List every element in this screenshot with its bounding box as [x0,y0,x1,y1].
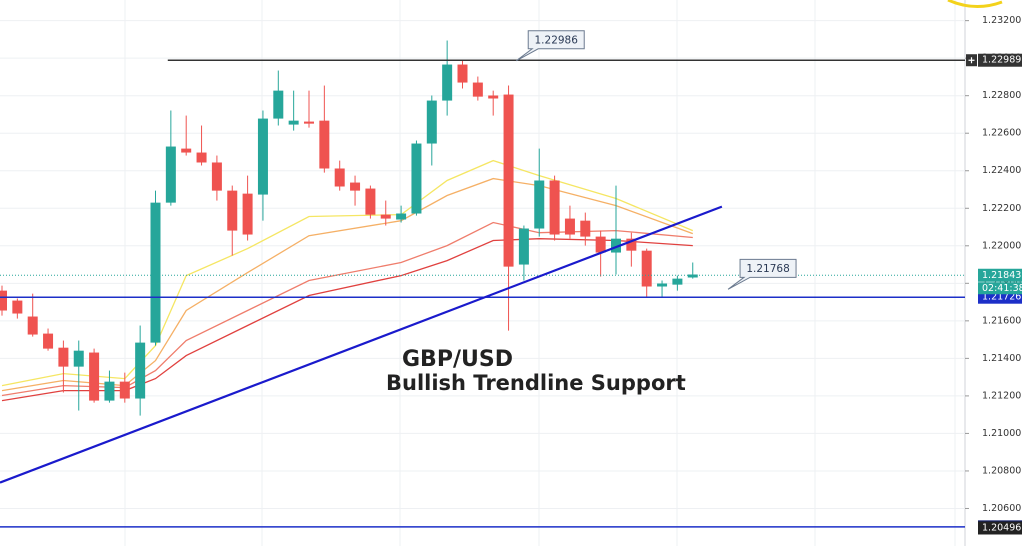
chart-title: GBP/USD [402,347,513,372]
candle-body [104,381,115,401]
candle-body [380,214,391,219]
candle-body [288,120,299,125]
y-tick-label: 1.22200 [982,203,1021,214]
grid-layer [0,20,965,509]
price-marker-label: 1.20496 [982,522,1021,533]
vertical-grid [124,0,956,546]
candle-body [58,347,69,367]
y-tick-label: 1.20800 [982,465,1021,476]
candle-body [687,274,698,278]
candle-body [564,218,575,235]
candle-body [457,64,468,83]
candle-body [119,381,130,399]
candle-body [319,120,330,169]
callout-label: 1.21768 [746,263,789,275]
candle-body [257,118,268,195]
axis-layer: 1.20600 1.20800 1.21000 1.21200 1.21400 1.216… [965,15,1024,535]
price-marker-label: 1.21843 [982,270,1021,281]
candle-body [73,350,84,367]
candle-body [534,180,545,229]
y-tick-label: 1.22800 [982,90,1021,101]
candle-body [0,290,7,311]
candle-body [442,64,453,101]
y-tick-label: 1.23200 [982,15,1021,26]
callout-box [515,30,585,62]
candle-body [365,188,376,215]
y-tick-label: 1.22600 [982,128,1021,139]
candle-body [626,238,637,251]
candle-body [350,182,361,191]
candle-body [273,90,284,119]
price-marker-label: 1.22989 [982,55,1021,66]
candle-body [304,121,314,124]
add-alert-icon[interactable] [968,57,975,64]
y-tick-label: 1.22400 [982,165,1021,176]
candle-body [89,352,100,401]
candle-body [611,238,621,253]
candle-body [334,168,345,187]
candle-body [518,228,529,265]
candle-body [396,213,407,220]
y-tick-label: 1.20600 [982,503,1021,514]
callout-box [727,258,797,290]
corner-icon [947,0,1003,8]
candle-body [411,143,422,214]
price-marker [978,268,1022,282]
y-tick-label: 1.22000 [982,240,1021,251]
candle-body [43,333,54,349]
candle-body [242,193,253,235]
price-marker [978,53,1022,67]
line-layer: 1.22986 1.21768 [0,30,965,528]
candle-body [165,146,176,203]
callout-label: 1.22986 [535,34,579,46]
y-tick-label: 1.21400 [982,353,1021,364]
candle-body [657,283,668,287]
candle-body [196,152,207,163]
candle-body [472,82,483,97]
candle-body [426,100,437,144]
trendline [0,205,723,484]
candle-body [227,190,238,231]
countdown: 02:41:38 [982,283,1024,294]
candle-body [181,148,192,153]
candle-body [503,94,514,267]
y-tick-label: 1.21600 [982,315,1021,326]
candle-layer [0,40,698,416]
y-tick-label: 1.21000 [982,428,1021,439]
chart-subtitle: Bullish Trendline Support [386,371,686,395]
candle-body [12,300,23,314]
price-marker-label: 1.21726 [982,292,1021,303]
candle-body [549,180,560,235]
candle-body [580,220,591,237]
price-marker [978,521,1022,535]
candle-body [672,278,683,285]
candle-body [211,162,222,191]
candle-body [150,202,161,343]
countdown-box [978,282,1022,295]
candle-body [641,250,652,287]
candle-body [595,236,606,253]
candle-body [135,342,146,399]
candle-body [27,316,38,335]
candle-body [488,95,499,99]
y-tick-label: 1.21200 [982,390,1021,401]
